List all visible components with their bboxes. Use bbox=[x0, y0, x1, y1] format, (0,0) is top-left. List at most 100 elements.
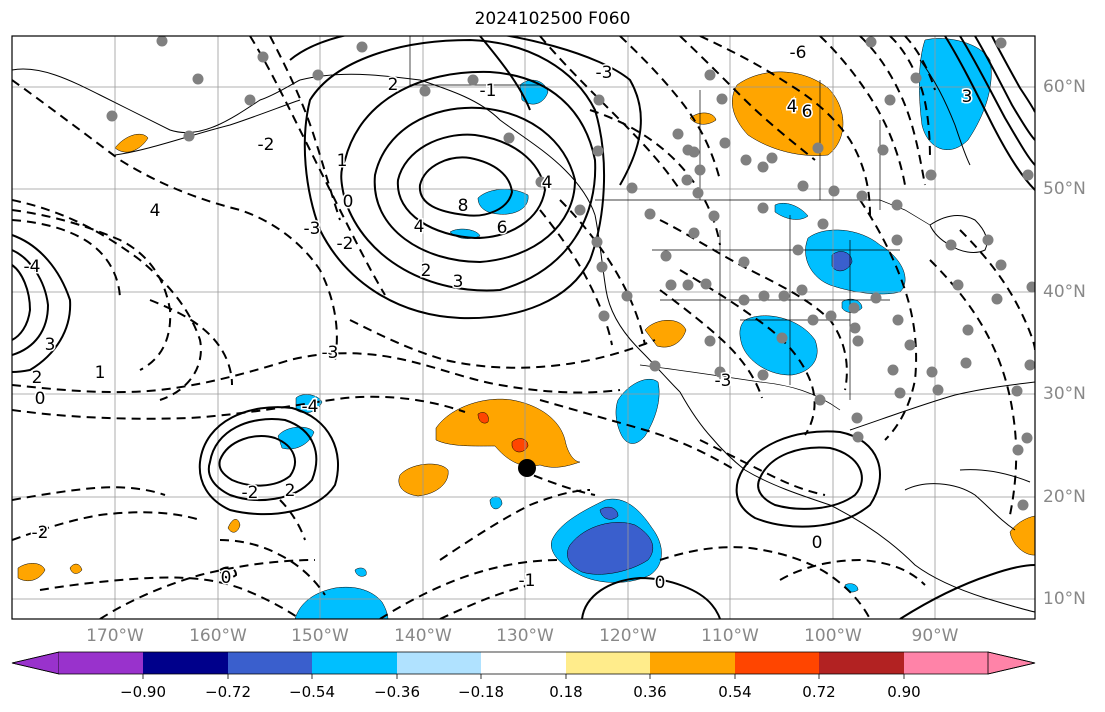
dashed-contour-11 bbox=[249, 36, 386, 296]
contour-label: -2 bbox=[242, 483, 259, 503]
alaska-coast bbox=[12, 68, 301, 134]
orange-region-1 bbox=[732, 71, 844, 156]
contour-label: -1 bbox=[480, 81, 497, 101]
dashed-contour-39 bbox=[219, 539, 326, 596]
contour-label: 2 bbox=[388, 75, 399, 95]
contour-label: 2 bbox=[32, 368, 43, 388]
contour-label: -3 bbox=[715, 371, 732, 391]
contour-label: -3 bbox=[322, 343, 339, 363]
dashed-contour-2 bbox=[12, 199, 202, 401]
station-dots bbox=[106, 36, 1035, 511]
colorbar-segment bbox=[735, 652, 819, 674]
contour-label: 1 bbox=[337, 151, 348, 171]
dashed-contour-34 bbox=[659, 546, 871, 619]
blue-region-16 bbox=[354, 567, 367, 577]
political-borders bbox=[409, 36, 931, 411]
contour-label: 2 bbox=[285, 481, 296, 501]
dashed-contour-9 bbox=[39, 576, 301, 619]
contour-label: 6 bbox=[497, 218, 508, 238]
blue-region-14 bbox=[489, 496, 503, 510]
contour-south-2 bbox=[899, 564, 1035, 619]
dashed-contour-42 bbox=[218, 566, 238, 579]
dashed-contour-41 bbox=[149, 299, 233, 386]
map-panel: 8 6 4 3 2 1 0 -2 4 -3 -4 1 2 0 -2 -3 -4 … bbox=[12, 36, 1035, 619]
blue-region-13 bbox=[294, 586, 389, 619]
colorbar-segment bbox=[566, 652, 650, 674]
contour-label: 2 bbox=[421, 261, 432, 281]
colorbar-segment bbox=[481, 652, 566, 674]
baja-california bbox=[679, 391, 746, 471]
contour-label: 0 bbox=[812, 533, 823, 553]
lat-label: 30°N bbox=[1043, 384, 1086, 404]
lon-label: 130°W bbox=[496, 626, 554, 646]
contour-south-low-2 bbox=[207, 418, 318, 501]
contour-label: 0 bbox=[343, 192, 354, 212]
contour-label: 0 bbox=[655, 573, 666, 593]
colorbar-tick-label: 0.90 bbox=[887, 683, 921, 701]
dashed-contour-8 bbox=[12, 486, 166, 501]
contour-label: -4 bbox=[24, 257, 41, 277]
dashed-contour-10 bbox=[99, 559, 316, 619]
dashed-contour-3 bbox=[12, 209, 172, 371]
contour-label: 8 bbox=[458, 196, 469, 216]
dashed-contour-38 bbox=[539, 209, 613, 346]
lat-label: 40°N bbox=[1043, 282, 1086, 302]
lat-label: 10°N bbox=[1043, 589, 1086, 609]
colorbar-segment bbox=[819, 652, 904, 674]
orange-region-7 bbox=[17, 563, 46, 581]
colorbar-segment bbox=[228, 652, 312, 674]
contour-label: -2 bbox=[258, 135, 275, 155]
great-lakes bbox=[929, 214, 988, 253]
contour-label: 0 bbox=[221, 568, 232, 588]
dashed-contour-13 bbox=[349, 319, 656, 369]
orange-region-9 bbox=[1009, 515, 1035, 556]
contour-northeast-4 bbox=[991, 36, 1035, 113]
darkblue-region-1 bbox=[567, 522, 654, 575]
darkblue-region-3 bbox=[599, 506, 619, 520]
yucatan-coast bbox=[904, 483, 1016, 531]
dashed-contour-27 bbox=[929, 259, 1018, 516]
dashed-contour-5 bbox=[12, 352, 621, 394]
orange-region-4 bbox=[644, 320, 687, 348]
colorbar-segment bbox=[143, 652, 228, 674]
contour-mexico-1 bbox=[757, 446, 863, 510]
shaded-regions bbox=[17, 38, 1035, 619]
dashed-contour-7 bbox=[12, 511, 201, 541]
gulf-mexico-coast bbox=[849, 381, 1035, 431]
dashed-contour-20 bbox=[859, 36, 926, 186]
colorbar-tick-label: −0.54 bbox=[289, 683, 335, 701]
figure-title: 2024102500 F060 bbox=[474, 9, 631, 29]
contour-label: -1 bbox=[519, 571, 536, 591]
red-region-2 bbox=[477, 412, 489, 424]
dashed-contour-35 bbox=[779, 558, 926, 586]
us-mexico-border bbox=[639, 364, 841, 411]
orange-region-3 bbox=[114, 133, 149, 153]
contour-label: 4 bbox=[414, 217, 425, 237]
orange-region-10 bbox=[69, 563, 83, 574]
gridlines bbox=[12, 36, 1035, 619]
contour-low-center-2 bbox=[396, 133, 547, 240]
west-coast-us bbox=[594, 214, 681, 393]
contour-label: -2 bbox=[337, 234, 354, 254]
blue-region-1 bbox=[919, 38, 992, 150]
orange-region-6 bbox=[398, 463, 449, 497]
lon-label: 120°W bbox=[599, 626, 657, 646]
blue-region-6 bbox=[774, 202, 809, 220]
orange-region-2 bbox=[689, 112, 717, 125]
cuba bbox=[959, 469, 1031, 483]
contour-label: 3 bbox=[453, 272, 464, 292]
contour-label: -3 bbox=[596, 63, 613, 83]
darkblue-region-2 bbox=[831, 251, 853, 272]
colorbar-tick-label: 0.18 bbox=[549, 683, 583, 701]
dashed-contour-32 bbox=[379, 559, 561, 619]
contour-label: -4 bbox=[302, 397, 319, 417]
dashed-contour-40 bbox=[279, 499, 306, 541]
dashed-contour-16 bbox=[619, 36, 721, 181]
contour-label: -6 bbox=[790, 43, 807, 63]
dashed-contour-18 bbox=[699, 36, 871, 216]
contour-west-1 bbox=[12, 234, 72, 373]
lon-label: 150°W bbox=[291, 626, 349, 646]
dashed-contour-29 bbox=[539, 399, 736, 471]
colorbar-tick-label: 0.36 bbox=[633, 683, 667, 701]
